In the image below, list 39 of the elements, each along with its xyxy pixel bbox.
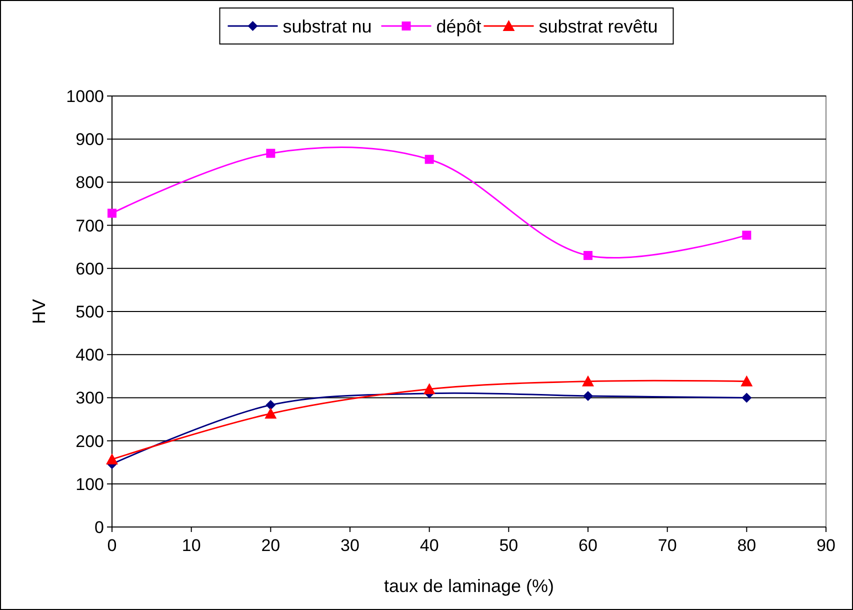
y-tick-label: 0 — [94, 518, 104, 537]
point — [582, 375, 594, 386]
y-tick-label: 600 — [76, 259, 104, 278]
point — [108, 208, 116, 218]
point — [583, 390, 593, 401]
x-tick-label: 20 — [261, 536, 280, 555]
point — [264, 408, 277, 419]
x-tick-label: 60 — [578, 536, 598, 555]
x-tick-label: 0 — [107, 536, 117, 555]
x-tick-label: 50 — [499, 536, 518, 555]
x-tick-label: 40 — [420, 536, 439, 555]
y-tick-label: 900 — [76, 130, 104, 150]
y-tick-label: 500 — [76, 302, 104, 322]
point — [266, 400, 276, 410]
point — [742, 392, 752, 403]
y-tick-label: 100 — [76, 474, 104, 494]
x-tick-label: 70 — [658, 536, 677, 555]
legend-label: substrat nu — [282, 16, 372, 36]
y-tick-label: 400 — [76, 346, 104, 365]
y-tick-label: 300 — [76, 388, 104, 408]
point — [106, 453, 118, 464]
y-tick-label: 200 — [76, 432, 104, 451]
x-tick-label: 10 — [182, 536, 201, 555]
x-tick-label: 30 — [340, 536, 360, 555]
point — [742, 230, 752, 240]
x-tick-label: 80 — [737, 536, 756, 555]
y-axis-title: HV — [29, 298, 49, 324]
y-tick-label: 800 — [76, 173, 104, 192]
y-tick-label: 700 — [76, 216, 104, 236]
x-tick-label: 90 — [816, 536, 836, 555]
point — [740, 375, 753, 386]
y-tick-label: 1000 — [66, 86, 104, 106]
x-axis-title: taux de laminage (%) — [384, 576, 554, 596]
point — [423, 383, 436, 394]
legend-label: substrat revêtu — [538, 16, 658, 36]
point — [266, 148, 276, 158]
legend-label: dépôt — [436, 16, 482, 36]
point — [424, 154, 434, 164]
point — [584, 250, 592, 260]
